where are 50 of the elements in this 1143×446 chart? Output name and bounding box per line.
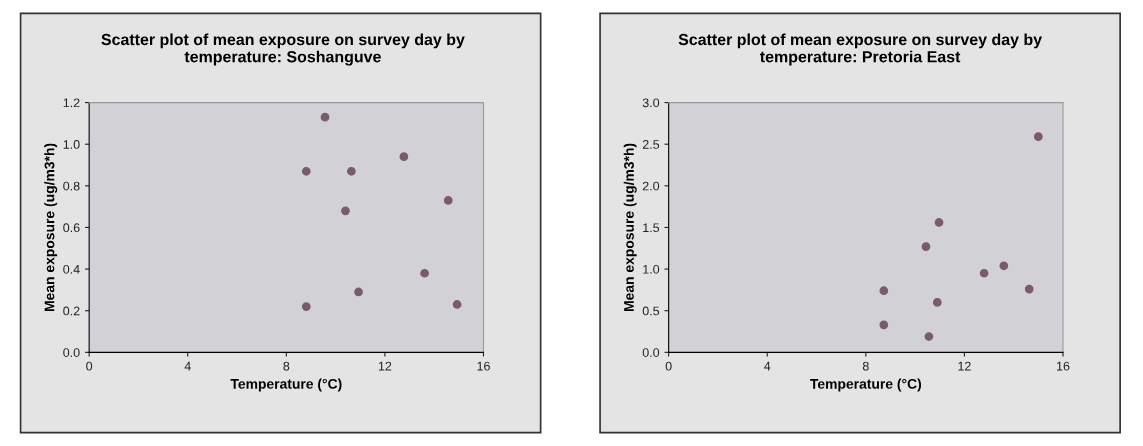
y-tick-label: 0.2: [63, 306, 80, 316]
y-axis-title: Mean exposure (ug/m3*h): [623, 143, 637, 312]
point: [347, 166, 356, 176]
point: [1024, 284, 1034, 294]
point: [921, 242, 931, 251]
point: [1033, 132, 1043, 142]
x-tick-label: 8: [862, 361, 869, 371]
point: [979, 268, 989, 278]
point: [354, 287, 363, 297]
y-tick-label: 0.8: [63, 181, 80, 191]
y-tick-label: 1.2: [63, 98, 80, 108]
point: [924, 332, 934, 341]
point: [452, 300, 462, 309]
x-tick-label: 0: [86, 361, 93, 371]
y-tick-label: 0.6: [63, 223, 80, 233]
x-tick-label: 4: [764, 361, 771, 371]
point: [399, 152, 409, 162]
y-tick-label: 0.5: [642, 306, 660, 316]
point: [934, 218, 944, 227]
point: [301, 166, 311, 176]
x-tick-label: 12: [958, 361, 971, 371]
chart-title: Scatter plot of mean exposure on survey day by temperature: Pretoria East: [678, 33, 1042, 66]
y-axis-title: Mean exposure (ug/m3*h): [44, 143, 58, 312]
point: [443, 196, 453, 205]
point: [932, 298, 942, 307]
y-tick-label: 0.0: [63, 348, 80, 357]
x-tick-label: 12: [378, 361, 392, 371]
x-tick-label: 8: [283, 361, 290, 371]
y-tick-label: 0.0: [642, 348, 660, 357]
x-tick-label: 16: [477, 361, 490, 371]
y-tick-label: 1.5: [643, 223, 660, 233]
y-tick-label: 0.4: [63, 264, 80, 274]
y-tick-label: 1.0: [643, 264, 660, 274]
x-tick-label: 0: [665, 361, 672, 371]
x-tick-label: 16: [1056, 361, 1070, 371]
y-tick-label: 3.0: [642, 98, 660, 108]
point: [879, 286, 889, 296]
point: [341, 206, 350, 216]
x-axis-title: Temperature (°C): [230, 378, 342, 392]
point: [999, 261, 1009, 271]
point: [320, 112, 330, 122]
point: [301, 302, 311, 311]
y-tick-label: 2.5: [642, 140, 660, 149]
y-tick-label: 2.0: [642, 181, 660, 191]
x-axis-title: Temperature (°C): [810, 378, 922, 392]
y-tick-label: 1.0: [63, 140, 80, 149]
chart-title: Scatter plot of mean exposure on survey day by temperature: Soshanguve: [101, 33, 465, 66]
x-tick-label: 4: [184, 361, 191, 371]
point: [420, 268, 429, 278]
point: [879, 320, 889, 330]
